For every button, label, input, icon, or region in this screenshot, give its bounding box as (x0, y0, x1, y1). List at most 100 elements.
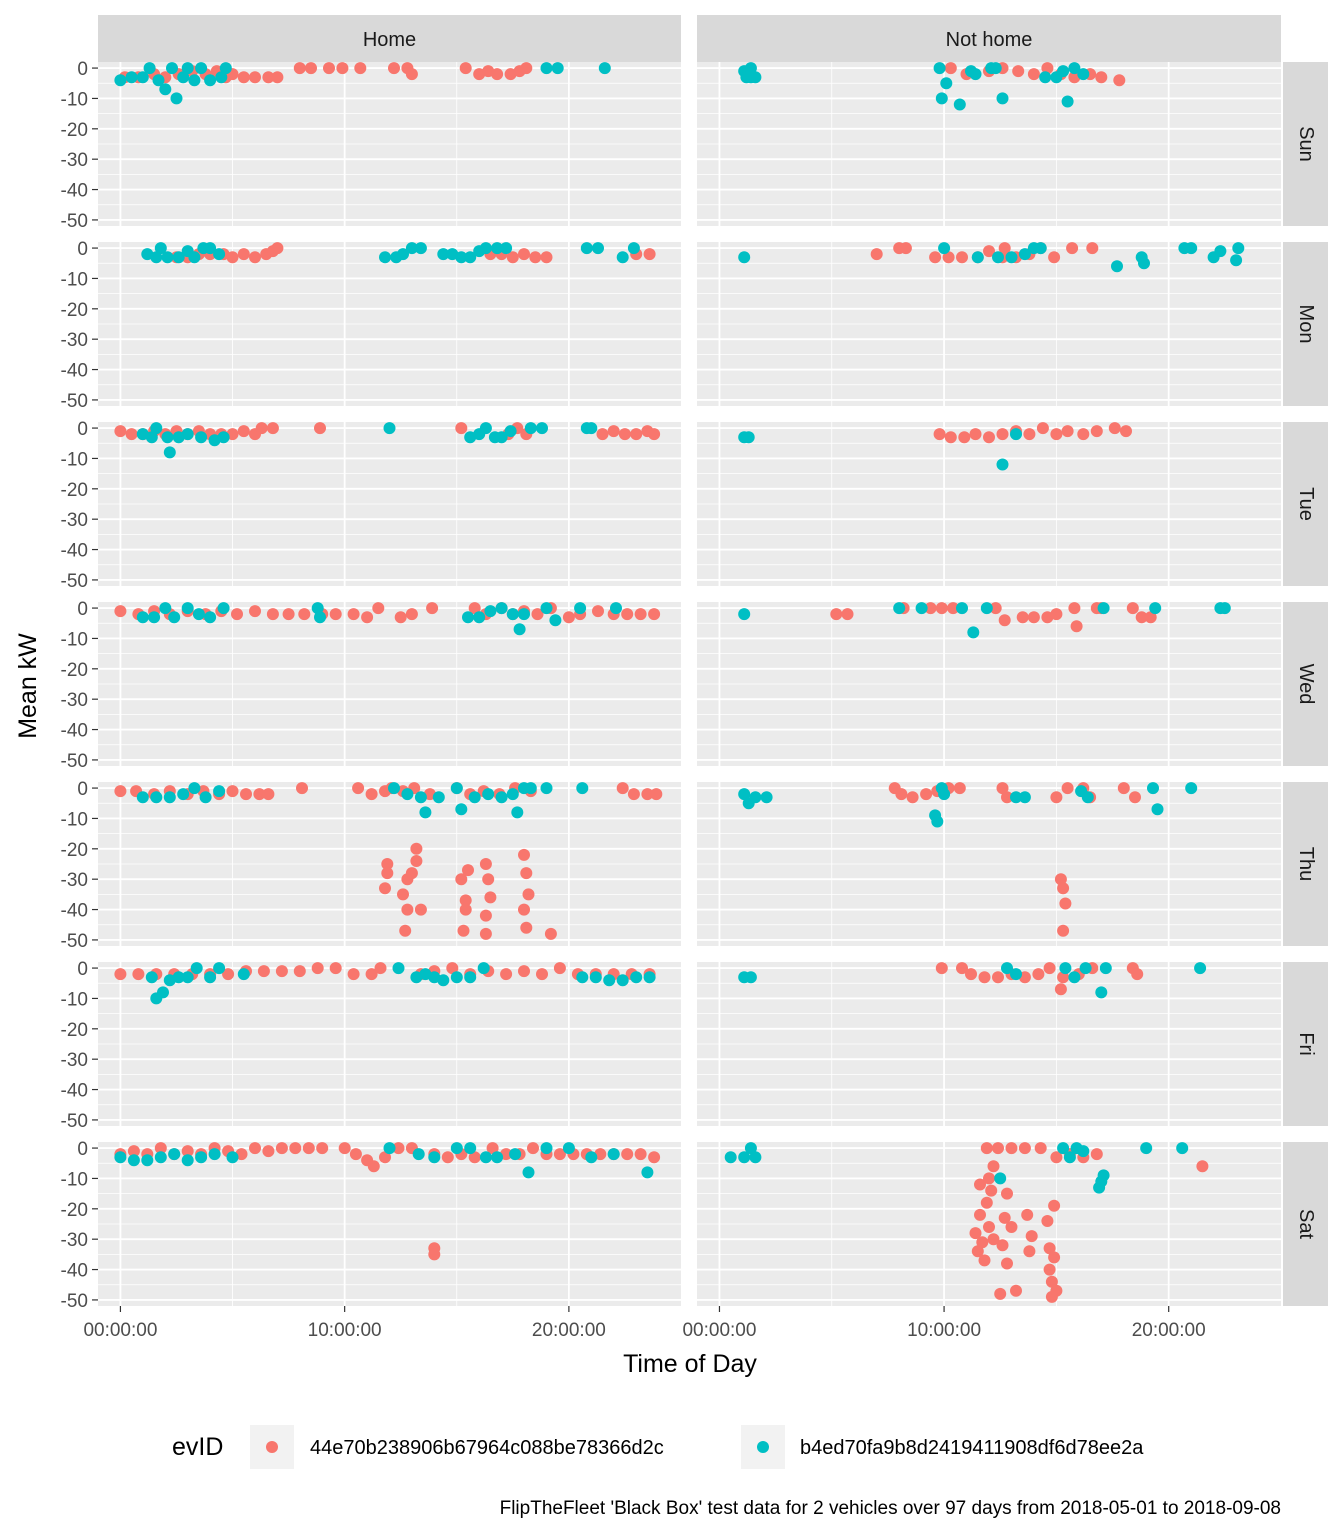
data-point (742, 431, 755, 444)
data-point (190, 962, 203, 975)
data-point (1027, 68, 1040, 81)
data-point (314, 611, 326, 624)
data-point (302, 1142, 315, 1155)
data-point (1050, 608, 1063, 621)
data-point (506, 788, 519, 801)
data-point (1001, 1257, 1013, 1270)
data-point (1230, 254, 1243, 267)
data-point (992, 251, 1004, 264)
data-point (446, 962, 459, 975)
facet-panel (98, 602, 681, 766)
data-point (524, 422, 537, 435)
data-point (392, 962, 405, 975)
legend: evID 44e70b238906b67964c088be78366d2c b4… (172, 1425, 1144, 1469)
y-tick-label: -20 (61, 480, 88, 501)
data-point (509, 1148, 522, 1161)
data-point (204, 74, 217, 87)
data-point (953, 782, 966, 795)
data-point (893, 602, 906, 615)
data-point (177, 788, 190, 801)
data-point (410, 971, 423, 984)
data-point (437, 248, 450, 261)
data-point (365, 968, 378, 981)
data-point (401, 903, 414, 916)
facet-panel (697, 422, 1281, 586)
data-point (522, 1166, 535, 1179)
data-point (596, 428, 609, 441)
data-point (627, 242, 640, 255)
data-point (1196, 1160, 1209, 1173)
facet-panel (98, 962, 681, 1126)
x-tick-label: 20:00:00 (1132, 1320, 1206, 1341)
data-point (1095, 71, 1108, 84)
data-point (899, 242, 912, 255)
data-point (255, 422, 268, 435)
data-point (967, 626, 980, 639)
data-point (1057, 882, 1070, 895)
data-point (388, 62, 400, 75)
data-point (1059, 897, 1072, 910)
row-strip-label: Fri (1295, 1032, 1317, 1055)
data-point (500, 242, 513, 255)
data-point (204, 611, 217, 624)
data-point (257, 965, 270, 978)
data-point (1001, 962, 1013, 975)
data-point (1025, 1230, 1038, 1243)
data-point (361, 611, 374, 624)
data-point (213, 962, 226, 975)
data-point (616, 974, 629, 987)
y-tick-label: -10 (61, 809, 88, 830)
legend-marker-1 (266, 1441, 278, 1453)
data-point (305, 62, 317, 75)
row-strip (1283, 782, 1328, 946)
data-point (971, 1245, 984, 1258)
data-point (906, 791, 919, 804)
data-point (114, 605, 127, 618)
data-point (1057, 971, 1070, 984)
data-point (641, 788, 654, 801)
data-point (237, 248, 250, 261)
data-point (379, 882, 391, 895)
y-tick-label: -10 (61, 1169, 88, 1190)
data-point (410, 842, 423, 855)
y-tick-label: -40 (61, 1081, 88, 1102)
data-point (132, 968, 145, 981)
data-point (237, 968, 250, 981)
data-point (1077, 428, 1090, 441)
data-point (450, 971, 463, 984)
data-point (1081, 791, 1094, 804)
data-point (484, 605, 497, 618)
data-point (940, 77, 953, 90)
data-point (1086, 242, 1099, 255)
data-point (524, 782, 537, 795)
y-tick-label: -20 (61, 840, 88, 861)
data-point (266, 422, 279, 435)
data-point (455, 251, 468, 264)
data-point (1176, 1142, 1189, 1155)
data-point (114, 1151, 127, 1164)
data-point (983, 431, 995, 444)
data-point (931, 815, 944, 828)
data-point (996, 92, 1009, 105)
data-point (235, 1148, 248, 1161)
y-tick-label: -20 (61, 1020, 88, 1041)
data-point (1108, 422, 1121, 435)
data-point (1010, 968, 1022, 981)
data-point (237, 425, 250, 438)
data-point (450, 782, 463, 795)
y-tick-label: -30 (61, 510, 88, 531)
data-point (540, 62, 553, 75)
data-point (540, 602, 553, 615)
data-point (1057, 924, 1070, 937)
data-point (540, 1142, 553, 1155)
data-point (551, 62, 564, 75)
data-point (204, 242, 217, 255)
data-point (841, 608, 854, 621)
data-point (338, 1142, 351, 1155)
data-point (1050, 791, 1063, 804)
data-point (495, 431, 508, 444)
y-tick-label: -50 (61, 751, 88, 772)
data-point (405, 608, 418, 621)
data-point (1232, 242, 1245, 255)
data-point (1043, 1263, 1056, 1276)
